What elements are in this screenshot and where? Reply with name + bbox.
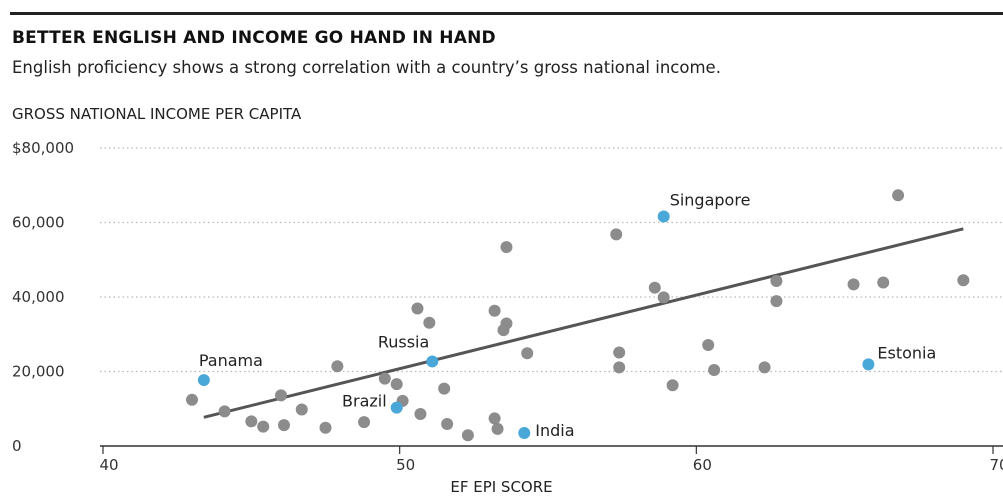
data-point	[295, 403, 308, 416]
data-point	[770, 295, 783, 308]
highlighted-point	[518, 426, 531, 439]
data-point	[702, 339, 715, 352]
point-label: Brazil	[342, 392, 387, 411]
top-rule	[10, 12, 1003, 15]
data-point	[441, 418, 454, 431]
data-point	[877, 276, 890, 289]
data-point	[438, 382, 451, 395]
y-tick-label: 60,000	[12, 214, 65, 232]
point-label: Singapore	[670, 191, 751, 210]
data-point	[378, 372, 391, 385]
data-point	[488, 304, 501, 317]
y-axis-label: GROSS NATIONAL INCOME PER CAPITA	[12, 105, 302, 123]
point-label: Panama	[199, 351, 263, 370]
y-tick-label: 40,000	[12, 288, 65, 306]
data-point	[957, 274, 970, 287]
data-point	[358, 416, 371, 429]
point-label: Russia	[378, 332, 429, 351]
data-point	[613, 346, 626, 359]
x-tick-label: 50	[396, 456, 415, 474]
data-point	[275, 389, 287, 402]
point-label: India	[535, 421, 574, 440]
data-point	[708, 364, 721, 377]
point-label: Estonia	[877, 343, 936, 362]
x-axis-label: EF EPI SCORE	[450, 478, 553, 496]
data-point	[245, 415, 258, 428]
x-tick-label: 70	[989, 456, 1003, 474]
data-point	[257, 420, 270, 433]
data-point	[648, 281, 661, 294]
data-point	[666, 379, 679, 392]
y-tick-label: 20,000	[12, 363, 65, 381]
data-point	[613, 361, 626, 374]
data-point	[218, 405, 231, 418]
x-tick-label: 60	[693, 456, 712, 474]
data-point	[390, 378, 403, 391]
data-point	[847, 278, 860, 291]
data-point	[319, 421, 332, 434]
data-point	[411, 302, 424, 315]
data-point	[277, 419, 290, 432]
highlighted-point	[426, 355, 439, 368]
data-point	[488, 412, 501, 425]
trend-line	[203, 227, 964, 419]
data-point	[461, 429, 474, 442]
data-point	[500, 317, 513, 330]
data-point	[423, 316, 436, 329]
data-point	[657, 291, 670, 304]
data-point	[770, 274, 783, 287]
chart-title: BETTER ENGLISH AND INCOME GO HAND IN HAN…	[12, 28, 496, 48]
highlighted-point	[862, 358, 875, 371]
data-point	[414, 407, 427, 420]
x-tick-label: 40	[99, 456, 118, 474]
y-tick-label: $80,000	[12, 139, 74, 157]
highlighted-point	[390, 401, 403, 414]
data-point	[758, 361, 771, 374]
y-tick-label: 0	[12, 437, 22, 455]
data-point	[892, 189, 905, 202]
data-point	[500, 241, 513, 254]
data-point	[610, 228, 623, 241]
highlighted-point	[657, 210, 670, 223]
data-point	[186, 393, 198, 406]
data-point	[521, 347, 534, 360]
highlighted-point	[197, 374, 210, 387]
chart-subtitle: English proficiency shows a strong corre…	[12, 58, 721, 77]
data-point	[491, 422, 504, 435]
data-point	[331, 360, 344, 373]
